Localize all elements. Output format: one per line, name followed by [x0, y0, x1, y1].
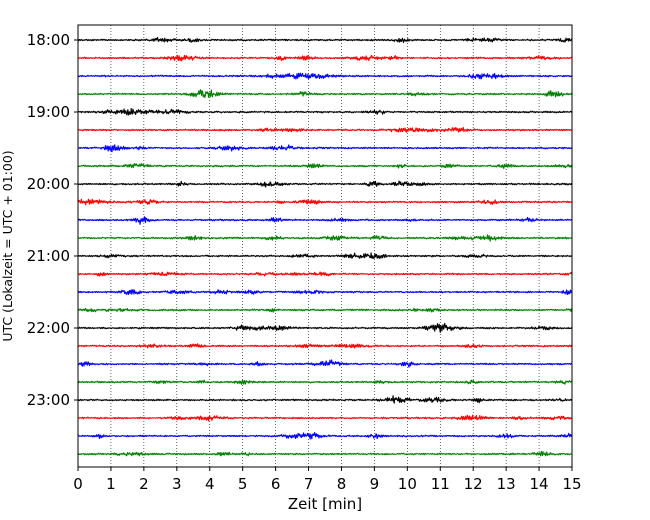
y-tick-label: 19:00 [27, 103, 70, 121]
seismogram-trace [77, 36, 573, 44]
x-axis-ticks: 0 1 2 3 4 5 6 7 8 9 10 11 12 13 14 15 [73, 467, 582, 493]
y-tick-label: 23:00 [27, 391, 70, 409]
seismogram-trace [77, 395, 573, 404]
seismogram-trace [77, 359, 573, 368]
x-tick-label: 8 [337, 475, 347, 493]
x-tick-label: 1 [106, 475, 116, 493]
seismogram-trace [77, 216, 573, 225]
seismogram-trace [77, 322, 573, 333]
seismogram-trace [77, 450, 573, 457]
y-tick-label: 21:00 [27, 247, 70, 265]
x-tick-label: 7 [304, 475, 314, 493]
y-tick-label: 22:00 [27, 319, 70, 337]
plot-background [78, 25, 572, 467]
seismogram-trace [77, 108, 573, 116]
y-tick-label: 20:00 [27, 175, 70, 193]
seismogram-trace [77, 379, 573, 385]
seismogram-trace [77, 198, 573, 206]
seismogram-trace [77, 432, 573, 440]
seismogram-trace [77, 307, 573, 313]
x-tick-label: 14 [530, 475, 549, 493]
seismogram-trace [77, 252, 573, 260]
seismogram-trace [77, 72, 573, 80]
y-tick-label: 18:00 [27, 31, 70, 49]
seismogram-traces [77, 36, 573, 457]
x-tick-label: 9 [370, 475, 380, 493]
seismogram-trace [77, 414, 573, 422]
x-tick-label: 2 [139, 475, 149, 493]
y-axis-ticks: 18:00 19:00 20:00 21:00 22:00 23:00 [27, 31, 78, 409]
x-tick-label: 6 [271, 475, 281, 493]
x-tick-label: 5 [238, 475, 248, 493]
x-tick-label: 12 [464, 475, 483, 493]
x-tick-label: 15 [562, 475, 581, 493]
seismogram-trace [77, 144, 573, 153]
seismogram-trace [77, 343, 573, 349]
seismogram-trace [77, 234, 573, 242]
seismogram-trace [77, 288, 573, 296]
x-tick-label: 3 [172, 475, 182, 493]
x-tick-label: 4 [205, 475, 215, 493]
plot-frame [77, 24, 573, 468]
seismogram-trace [77, 271, 573, 277]
seismogram-trace [77, 180, 573, 188]
seismogram-trace [77, 89, 573, 99]
x-tick-label: 10 [398, 475, 417, 493]
seismogram-trace [77, 163, 573, 169]
x-axis-label: Zeit [min] [288, 495, 362, 513]
seismogram-trace [77, 126, 573, 133]
x-tick-label: 13 [497, 475, 516, 493]
seismogram-trace [77, 54, 573, 62]
y-axis-label: UTC (Lokalzeit = UTC + 01:00) [0, 150, 15, 341]
x-tick-label: 0 [73, 475, 83, 493]
x-tick-label: 11 [431, 475, 450, 493]
